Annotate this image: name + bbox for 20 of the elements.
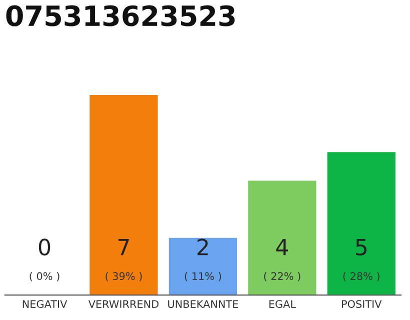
x-tick-label: UNBEKANNTE [168,300,238,308]
x-tick-label: NEGATIV [22,300,68,308]
data-label: 0 [38,238,50,256]
bar [248,180,316,296]
chart-title: 075313623523 [6,5,235,26]
data-label: 2 [198,238,208,256]
annotation: ( 11% ) [184,272,222,282]
data-label: 5 [356,238,366,256]
annotation: ( 0% ) [30,272,60,282]
x-tick-label: EGAL [269,300,296,308]
data-label: 7 [118,238,129,256]
x-tick-label: VERWIRREND [88,300,159,308]
bar [327,152,396,296]
annotation: ( 39% ) [106,272,142,282]
bar [90,95,158,296]
bar [168,238,238,296]
annotation: ( 28% ) [343,272,380,282]
x-tick-label: POSITIV [342,300,382,308]
data-label: 4 [276,238,288,256]
annotation: ( 22% ) [264,272,300,282]
